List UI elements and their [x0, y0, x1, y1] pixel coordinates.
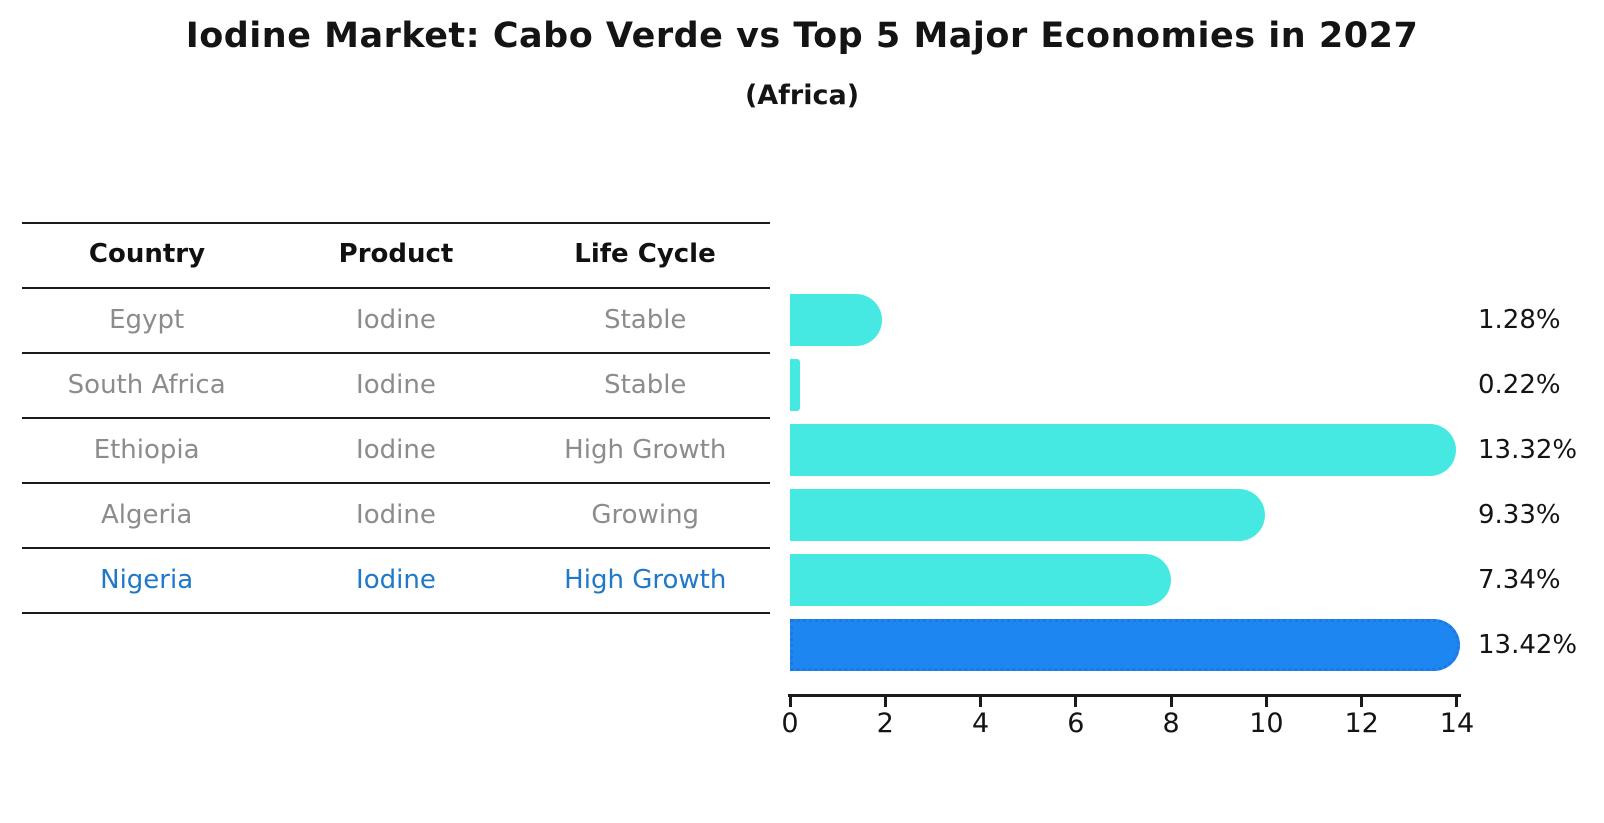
bar	[790, 358, 800, 411]
product-cell: Iodine	[356, 564, 436, 595]
x-tick-label: 2	[876, 708, 894, 739]
product-cell: Iodine	[356, 434, 436, 465]
country-cell: Egypt	[109, 304, 185, 335]
x-tick-mark	[1264, 695, 1268, 707]
table-top-rule	[22, 222, 770, 224]
country-cell: South Africa	[67, 369, 226, 400]
product-cell: Iodine	[356, 304, 436, 335]
x-tick-label: 8	[1162, 708, 1180, 739]
country-cell: Nigeria	[100, 564, 194, 595]
bar-value-label: 13.32%	[1478, 434, 1578, 465]
bar-value-label: 9.33%	[1478, 499, 1561, 530]
x-tick-label: 12	[1344, 708, 1379, 739]
table-row-rule	[22, 352, 770, 354]
table-row-rule	[22, 417, 770, 419]
table-row-rule	[22, 547, 770, 549]
bar	[790, 423, 1456, 476]
bar	[790, 293, 882, 346]
x-tick-mark	[1074, 695, 1078, 707]
bar-value-label: 1.28%	[1478, 304, 1561, 335]
x-tick-label: 6	[1067, 708, 1085, 739]
x-tick-mark	[788, 695, 792, 707]
life-cycle-cell: Growing	[591, 499, 700, 530]
bar-value-label: 7.34%	[1478, 564, 1561, 595]
product-cell: Iodine	[356, 369, 436, 400]
x-tick-mark	[979, 695, 983, 707]
x-tick-mark	[1455, 695, 1459, 707]
x-tick-mark	[883, 695, 887, 707]
table-header-lifecycle: Life Cycle	[574, 239, 716, 269]
bar-value-label: 0.22%	[1478, 369, 1561, 400]
country-cell: Algeria	[100, 499, 193, 530]
table-header-country: Country	[88, 239, 206, 269]
table-row-rule	[22, 612, 770, 614]
x-tick-mark	[1360, 695, 1364, 707]
chart-title: Iodine Market: Cabo Verde vs Top 5 Major…	[185, 16, 1419, 56]
bar-value-label: 13.42%	[1478, 629, 1578, 660]
product-cell: Iodine	[356, 499, 436, 530]
x-tick-label: 4	[971, 708, 990, 739]
bar-highlight	[790, 618, 1460, 671]
table-header-product: Product	[338, 239, 454, 269]
x-tick-label: 14	[1439, 708, 1475, 739]
bar	[790, 553, 1171, 606]
life-cycle-cell: High Growth	[564, 434, 727, 465]
life-cycle-cell: High Growth	[564, 564, 727, 595]
x-tick-mark	[1169, 695, 1173, 707]
life-cycle-cell: Stable	[604, 369, 687, 400]
x-axis-line	[788, 694, 1461, 697]
x-tick-label: 0	[781, 708, 799, 739]
chart-subtitle: (Africa)	[744, 80, 860, 111]
x-tick-label: 10	[1249, 708, 1284, 739]
table-row-rule	[22, 482, 770, 484]
bar	[790, 488, 1265, 541]
table-header-rule	[22, 287, 770, 289]
country-cell: Ethiopia	[93, 434, 200, 465]
life-cycle-cell: Stable	[604, 304, 687, 335]
